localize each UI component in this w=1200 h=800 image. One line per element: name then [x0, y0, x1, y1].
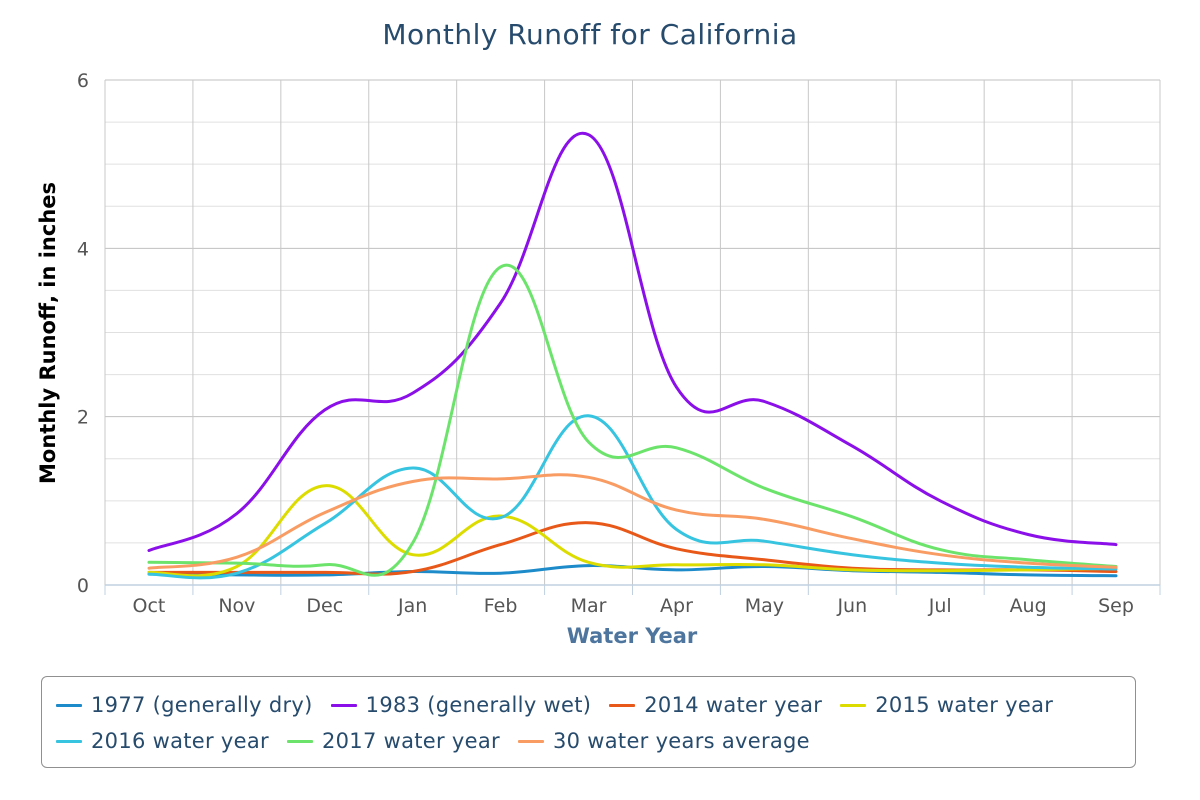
legend-label: 1977 (generally dry)	[91, 693, 313, 717]
x-tick-label: Jan	[397, 595, 427, 617]
axis-layer: Oct Nov Dec Jan Feb Mar Apr May Jun Jul Aug Sep 0 2 4 6	[77, 70, 1161, 617]
legend: 1977 (generally dry) 1983 (generally wet)…	[41, 676, 1136, 768]
chart-title: Monthly Runoff for California	[382, 18, 798, 51]
x-axis-title: Water Year	[567, 624, 698, 648]
x-tick-label: Sep	[1098, 595, 1134, 617]
legend-label: 30 water years average	[552, 729, 810, 753]
legend-label: 2017 water year	[321, 729, 500, 753]
x-tick-label: Jun	[836, 595, 867, 617]
grid-layer	[104, 79, 1161, 586]
y-tick-label: 6	[77, 70, 89, 92]
series-line-6[interactable]	[147, 263, 1118, 577]
legend-label: 2016 water year	[91, 729, 269, 753]
legend-swatch	[330, 703, 357, 707]
legend-swatch	[840, 703, 867, 707]
x-tick-label: Apr	[660, 595, 693, 617]
x-tick-label: Jul	[928, 595, 952, 617]
legend-items: 1977 (generally dry) 1983 (generally wet)…	[56, 687, 1121, 759]
legend-swatch	[517, 739, 544, 743]
x-tick-label: Oct	[133, 595, 166, 617]
legend-item[interactable]: 2014 water year	[609, 687, 822, 723]
series-line-4[interactable]	[147, 484, 1118, 578]
x-tick-label: Dec	[306, 595, 343, 617]
legend-swatch	[286, 739, 313, 743]
legend-item[interactable]: 30 water years average	[517, 723, 810, 759]
legend-item[interactable]: 2017 water year	[286, 723, 500, 759]
y-tick-label: 2	[77, 407, 89, 429]
series-layer	[147, 131, 1118, 580]
x-tick-label: Aug	[1010, 595, 1047, 617]
series-line-5[interactable]	[147, 414, 1118, 580]
x-tick-label: Feb	[484, 595, 518, 617]
legend-swatch	[609, 703, 636, 707]
y-axis-title: Monthly Runoff, in inches	[36, 182, 60, 484]
y-tick-label: 4	[77, 238, 89, 260]
legend-swatch	[56, 739, 82, 743]
chart-plot: Oct Nov Dec Jan Feb Mar Apr May Jun Jul Aug Sep 0 2 4 6…	[36, 70, 1161, 648]
series-line-7[interactable]	[147, 473, 1118, 570]
legend-swatch	[56, 703, 82, 707]
y-tick-label: 0	[77, 575, 89, 597]
x-tick-label: May	[745, 595, 784, 617]
legend-item[interactable]: 2016 water year	[56, 723, 269, 759]
legend-item[interactable]: 1977 (generally dry)	[56, 687, 313, 723]
x-tick-label: Mar	[571, 595, 607, 617]
legend-label: 1983 (generally wet)	[365, 693, 592, 717]
legend-item[interactable]: 1983 (generally wet)	[330, 687, 592, 723]
x-tick-label: Nov	[218, 595, 255, 617]
legend-label: 2015 water year	[875, 693, 1054, 717]
legend-label: 2014 water year	[644, 693, 823, 717]
legend-item[interactable]: 2015 water year	[840, 687, 1053, 723]
series-line-2[interactable]	[147, 131, 1118, 552]
